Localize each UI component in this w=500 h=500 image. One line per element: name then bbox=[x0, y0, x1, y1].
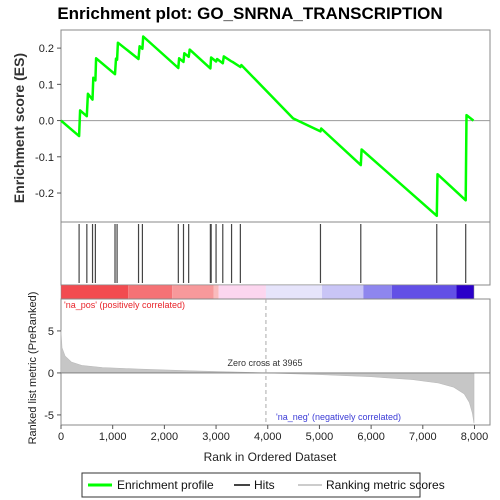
color-bar-segment bbox=[61, 285, 129, 299]
x-axis-label: Rank in Ordered Dataset bbox=[204, 450, 337, 464]
rank-y-axis-label: Ranked list metric (PreRanked) bbox=[27, 292, 39, 445]
es-y-tick-label: 0.0 bbox=[39, 116, 54, 128]
legend-label: Hits bbox=[254, 478, 275, 492]
color-bar-segment bbox=[322, 285, 364, 299]
rank-color-bar bbox=[60, 284, 475, 300]
color-bar-segment bbox=[391, 285, 457, 299]
x-tick-label: 6,000 bbox=[357, 431, 385, 443]
legend-box bbox=[81, 472, 421, 498]
color-bar-segment bbox=[128, 285, 173, 299]
es-y-tick-label: 0.2 bbox=[39, 43, 54, 55]
color-bar-segment bbox=[172, 285, 214, 299]
x-tick-label: 2,000 bbox=[151, 431, 179, 443]
rank-y-tick-label: -5 bbox=[44, 410, 54, 422]
ranking-metric-area bbox=[60, 330, 475, 424]
chart-title: Enrichment plot: GO_SNRNA_TRANSCRIPTION bbox=[57, 4, 442, 23]
positive-label: 'na_pos' (positively correlated) bbox=[64, 300, 185, 310]
rank-panel: 5 0 -5 0 1,000 2,000 3,000 4,000 5,000 6,000 7,000… bbox=[44, 298, 491, 443]
color-bar-segment bbox=[218, 285, 266, 299]
rank-y-tick-label: 5 bbox=[48, 326, 54, 338]
color-bar-segment bbox=[456, 285, 474, 299]
es-y-tick-label: -0.2 bbox=[35, 188, 54, 200]
color-bar-segment bbox=[363, 285, 392, 299]
x-tick-label: 4,000 bbox=[254, 431, 282, 443]
x-tick-label: 1,000 bbox=[99, 431, 127, 443]
x-tick-label: 7,000 bbox=[409, 431, 437, 443]
rank-plot-frame bbox=[60, 298, 491, 426]
es-y-tick-label: -0.1 bbox=[35, 152, 54, 164]
negative-label: 'na_neg' (negatively correlated) bbox=[276, 412, 401, 422]
color-bar-segment bbox=[265, 285, 323, 299]
zero-cross-label: Zero cross at 3965 bbox=[227, 358, 302, 368]
hits-frame bbox=[60, 221, 491, 286]
legend-label: Ranking metric scores bbox=[326, 478, 445, 492]
hits-panel bbox=[60, 221, 491, 286]
x-tick-label: 3,000 bbox=[202, 431, 230, 443]
x-tick-label: 8,000 bbox=[461, 431, 489, 443]
x-tick-label: 5,000 bbox=[306, 431, 334, 443]
legend: Enrichment profile Hits Ranking metric sco… bbox=[81, 472, 445, 498]
legend-label: Enrichment profile bbox=[117, 478, 214, 492]
x-tick-label: 0 bbox=[58, 431, 64, 443]
rank-y-tick-label: 0 bbox=[48, 368, 54, 380]
es-panel: 0.2 0.1 0.0 -0.1 -0.2 bbox=[35, 29, 491, 223]
color-bar-segment bbox=[213, 285, 219, 299]
es-y-tick-label: 0.1 bbox=[39, 79, 54, 91]
es-y-axis-label: Enrichment score (ES) bbox=[11, 53, 27, 203]
enrichment-profile-line bbox=[60, 35, 475, 218]
es-plot-frame bbox=[60, 29, 491, 223]
